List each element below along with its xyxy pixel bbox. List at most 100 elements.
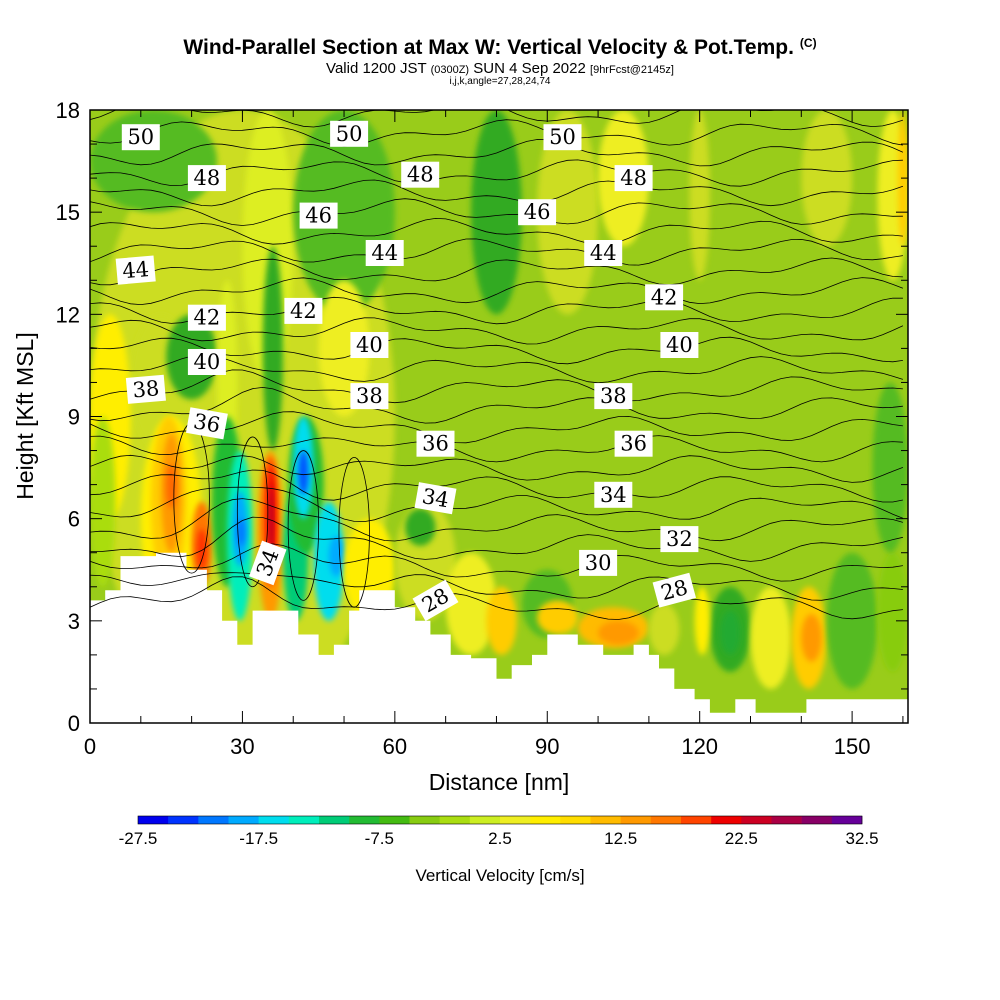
contour-label-text: 44	[121, 257, 150, 283]
contour-label-box	[414, 482, 457, 515]
contour-label-text: 44	[590, 241, 617, 265]
theta-contour-loop	[287, 450, 320, 601]
colorbar-tick-label: 32.5	[845, 829, 878, 848]
contour-label: 40	[350, 332, 389, 358]
theta-contour-line	[90, 454, 904, 483]
x-tick-label: 150	[834, 734, 871, 759]
y-axis-label: Height [Kft MSL]	[12, 332, 38, 499]
theta-contour-line	[90, 486, 904, 523]
colorbar-swatch	[198, 816, 229, 824]
contour-label-text: 38	[600, 384, 627, 408]
contour-label: 42	[284, 297, 323, 324]
colorbar-swatch	[711, 816, 742, 824]
colorbar-swatch	[500, 816, 531, 824]
field-cell	[801, 614, 822, 662]
field-cell	[689, 110, 710, 281]
colorbar-swatch	[138, 816, 169, 824]
field-cell	[196, 528, 207, 570]
contour-label: 44	[584, 240, 623, 266]
contour-label-box	[614, 430, 653, 457]
colorbar-tick-label: -7.5	[365, 829, 394, 848]
y-tick-label: 3	[68, 609, 80, 634]
colorbar-tick-label: -27.5	[119, 829, 158, 848]
field-cell	[750, 586, 792, 689]
contour-label: 30	[579, 549, 618, 576]
theta-contour-line	[90, 198, 903, 226]
colorbar-swatch	[741, 816, 772, 824]
contour-label: 48	[187, 165, 226, 192]
field-cell	[648, 603, 680, 655]
contour-label-box	[115, 255, 156, 285]
forecast-info: [9hrFcst@2145z]	[590, 64, 674, 76]
field-cell	[537, 600, 578, 635]
contour-label-text: 36	[620, 432, 647, 456]
contour-label: 40	[187, 349, 226, 375]
theta-contour-line	[90, 277, 904, 306]
chart-indices: i,j,k,angle=27,28,24,74	[449, 76, 551, 87]
contour-label-text: 46	[524, 200, 551, 224]
y-tick-label: 6	[68, 507, 80, 532]
theta-contour-line	[90, 543, 903, 582]
contour-label-box	[350, 383, 389, 410]
chart-title: Wind-Parallel Section at Max W: Vertical…	[0, 36, 1000, 60]
colorbar-swatch	[349, 816, 380, 824]
theta-contour-loop	[236, 436, 269, 588]
y-tick-label: 18	[56, 98, 80, 123]
theta-contour-line	[90, 411, 903, 444]
contour-label: 34	[594, 481, 633, 508]
contour-label-box	[401, 161, 440, 188]
field-cell	[694, 586, 710, 655]
contour-label: 42	[645, 284, 684, 311]
contour-label-box	[299, 202, 338, 229]
contour-label-box	[660, 332, 699, 358]
field-cell	[269, 484, 273, 553]
theta-contour-loop	[338, 456, 370, 608]
contour-label-box	[284, 297, 323, 324]
theta-contour-line	[90, 576, 903, 620]
contour-labels: 50 50 50 48 48 48 46 46 44 44 44 42 42 42 40 40 40 38 38 38…	[115, 120, 699, 622]
field-cell	[328, 535, 345, 577]
colorbar-swatch	[681, 816, 712, 824]
colorbar-swatch	[530, 816, 561, 824]
colorbar-swatch	[228, 816, 259, 824]
contour-label-box	[330, 120, 369, 147]
contour-label-text: 48	[194, 166, 221, 190]
contour-label-text: 40	[194, 350, 221, 374]
contour-label-box	[660, 526, 699, 553]
contour-label-text: 44	[371, 241, 398, 265]
contour-label: 28	[652, 572, 697, 608]
contour-label-text: 48	[407, 163, 434, 187]
colorbar-tick-label: -17.5	[239, 829, 278, 848]
contour-label-box	[543, 124, 582, 151]
valid-zulu: (0300Z)	[430, 64, 470, 76]
contour-label: 40	[660, 332, 699, 358]
colorbar-swatch	[620, 816, 652, 824]
colorbar-swatch	[288, 816, 320, 824]
colorbar-swatch	[469, 816, 501, 824]
contour-label-text: 42	[290, 299, 317, 323]
copyright-mark: (C)	[799, 36, 817, 50]
contour-label-box	[125, 374, 166, 404]
theta-contour-line	[90, 498, 904, 542]
contour-label-text: 40	[666, 333, 693, 357]
contour-label: 50	[543, 124, 582, 151]
colorbar-swatch	[560, 816, 591, 824]
contour-label-box	[579, 549, 618, 576]
theta-contour-line	[90, 217, 903, 246]
colorbar-label: Vertical Velocity [cm/s]	[415, 866, 584, 885]
contour-label: 38	[350, 383, 389, 410]
contour-label-box	[350, 332, 389, 358]
contour-label: 38	[594, 383, 633, 410]
contour-label-box	[645, 284, 684, 311]
colorbar-swatch	[168, 816, 199, 824]
field-cell	[90, 416, 116, 587]
field-cell	[877, 552, 908, 672]
contour-label-box	[185, 407, 228, 440]
contour-label-box	[594, 383, 633, 410]
field-cell	[313, 501, 345, 621]
contour-label-text: 50	[127, 125, 154, 149]
contour-label-box	[412, 579, 459, 622]
contour-label-box	[187, 304, 226, 331]
contour-label-text: 46	[305, 204, 332, 228]
contour-label-text: 32	[666, 527, 693, 551]
